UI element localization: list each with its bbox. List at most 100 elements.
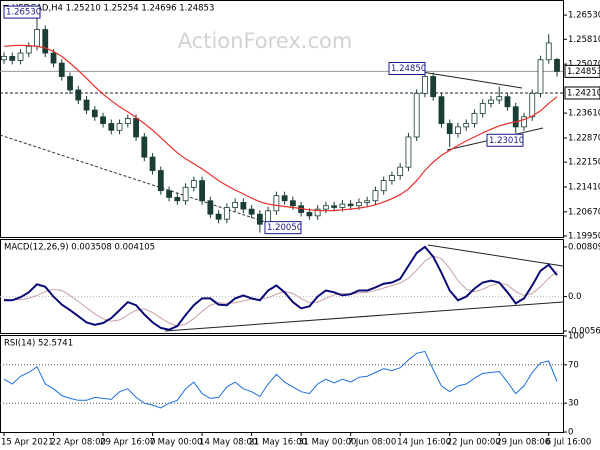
macd-trend-lower: [164, 301, 564, 332]
annotation-box: [264, 221, 302, 235]
candle-body: [166, 190, 172, 198]
annotation-box: [3, 5, 41, 19]
candle-body: [430, 76, 437, 98]
y-tick-label: 0: [568, 428, 573, 438]
candle-body: [422, 76, 428, 94]
candle-body: [331, 205, 338, 208]
candle-body: [545, 42, 552, 61]
candle-body: [446, 123, 453, 135]
candle-body: [314, 208, 321, 217]
y-tick-label: 1.19950: [568, 231, 600, 241]
candle-body: [157, 170, 164, 192]
indicator-line: [3, 255, 558, 327]
macd-pane: [0, 239, 564, 334]
x-tick-label: 7 May 00:00: [150, 438, 203, 448]
candle-body: [83, 99, 90, 111]
candle-body: [108, 123, 115, 131]
y-tick-label: 100: [568, 332, 584, 342]
candle-body: [504, 96, 511, 108]
candle-body: [174, 196, 181, 202]
trend-line: [0, 134, 291, 231]
candle-body: [347, 203, 354, 207]
x-tick-label: 29 Apr 16:00: [100, 438, 155, 448]
candle-body: [240, 202, 247, 210]
candle-body: [223, 207, 230, 220]
x-tick-label: 22 Jun 00:00: [447, 438, 501, 448]
candle-body: [25, 45, 32, 54]
y-tick-label: 1.22150: [568, 158, 600, 168]
y-tick-label: 1.20670: [568, 207, 600, 217]
annotation-label: 1.23010: [489, 136, 524, 146]
candle-body: [17, 52, 24, 61]
candle-body: [372, 190, 379, 202]
candle-body: [438, 96, 445, 124]
macd-trend-upper: [427, 244, 564, 267]
annotation-label: 1.26530: [6, 8, 41, 18]
candle-body: [256, 213, 263, 225]
candle-body: [199, 180, 205, 202]
y-tick-label: 0.0: [568, 292, 582, 302]
candle-body: [537, 59, 544, 94]
y-tick-label: 1.21410: [568, 182, 600, 192]
candle-body: [479, 102, 486, 114]
candle-body: [75, 89, 82, 101]
candle-body: [58, 62, 65, 77]
candle-body: [496, 96, 503, 101]
x-tick-label: 22 Apr 08:00: [51, 438, 106, 448]
candle-body: [42, 29, 49, 54]
candle-body: [116, 123, 123, 131]
y-tick-label: 30: [568, 399, 579, 409]
candle-body: [397, 166, 404, 176]
x-tick-label: 6 Jul 16:00: [546, 438, 592, 448]
candle-body: [380, 180, 387, 192]
candle-body: [232, 202, 239, 208]
candle-body: [389, 175, 395, 182]
candle-body: [141, 136, 148, 158]
current-price-label: 1.24853: [567, 67, 600, 77]
level-label: 1.24210: [567, 88, 600, 98]
annotation-box: [486, 133, 524, 147]
candle-body: [91, 109, 98, 118]
rsi-pane: [0, 335, 564, 433]
candle-body: [521, 116, 527, 128]
candle-body: [306, 212, 313, 217]
candle-body: [339, 203, 346, 208]
y-tick-label: 1.25810: [568, 35, 600, 45]
candle-body: [124, 118, 131, 124]
candle-body: [322, 205, 329, 210]
x-tick-label: 14 May 08:00: [199, 438, 257, 448]
x-tick-label: 31 May 00:00: [298, 438, 356, 448]
candle-body: [413, 92, 420, 138]
candle-body: [512, 106, 519, 128]
candle-body: [248, 208, 255, 215]
y-tick-label: 1.23610: [568, 109, 600, 119]
candle-body: [463, 123, 470, 128]
x-tick-label: 14 Jun 16:00: [397, 438, 451, 448]
x-tick-label: 21 May 16:00: [249, 438, 307, 448]
candle-body: [289, 200, 296, 207]
macd-title: MACD(12,26,9) 0.003508 0.004105: [4, 243, 155, 253]
annotation-box: [388, 61, 426, 75]
candle-body: [100, 116, 106, 124]
moving-average: [3, 44, 558, 212]
candle-body: [471, 113, 478, 124]
annotation-label: 1.24850: [391, 64, 426, 74]
annotation-label: 1.20050: [267, 223, 302, 233]
x-tick-label: 7 Jun 08:00: [348, 438, 397, 448]
candle-body: [356, 202, 362, 207]
candle-body: [207, 200, 214, 215]
chart-title: USDCAD,H4 1.25210 1.25254 1.24696 1.2485…: [12, 4, 214, 14]
candle-body: [488, 99, 494, 104]
candle-body: [34, 29, 40, 47]
level-label-box: [564, 86, 600, 100]
candle-body: [281, 195, 288, 202]
candle-body: [9, 55, 16, 61]
indicator-line: [4, 245, 558, 331]
candle-body: [50, 52, 57, 64]
y-tick-label: 1.25070: [568, 60, 600, 70]
y-tick-label: 1.26530: [568, 11, 600, 21]
watermark-layer: ActionForex.com: [178, 29, 353, 53]
candle-body: [529, 92, 536, 118]
triangle-upper: [421, 71, 523, 89]
